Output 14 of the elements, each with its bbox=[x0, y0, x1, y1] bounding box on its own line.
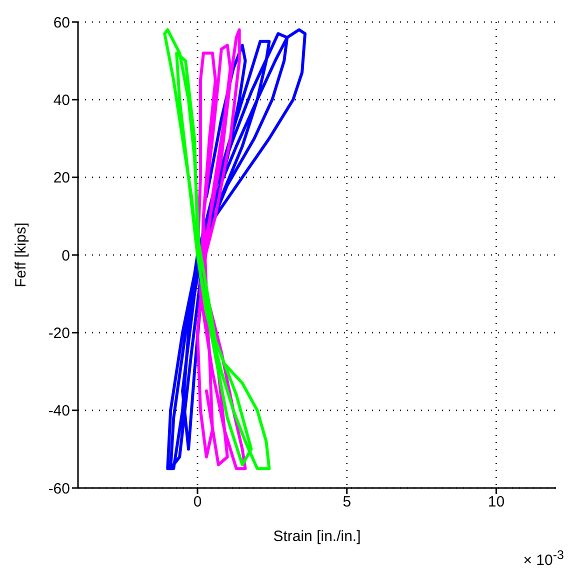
x-tick-label: 10 bbox=[488, 494, 505, 511]
y-tick-label: -60 bbox=[48, 480, 70, 498]
text: × 10$^{-3}$ bbox=[523, 548, 564, 569]
y-tick-label: 20 bbox=[53, 170, 70, 187]
y-tick-label: 40 bbox=[53, 92, 70, 109]
y-tick-label: -20 bbox=[48, 324, 70, 342]
y-axis-title: Feff [kips] bbox=[12, 222, 30, 288]
line-series bbox=[163, 28, 271, 470]
x-axis-title: Strain [in./in.] bbox=[273, 528, 361, 545]
x-tick-label: 0 bbox=[193, 494, 202, 511]
y-tick-label: 0 bbox=[62, 247, 70, 264]
y-tick-label: 60 bbox=[53, 14, 70, 32]
y-tick-label: -40 bbox=[48, 402, 70, 420]
x-tick-label: 5 bbox=[342, 494, 352, 511]
